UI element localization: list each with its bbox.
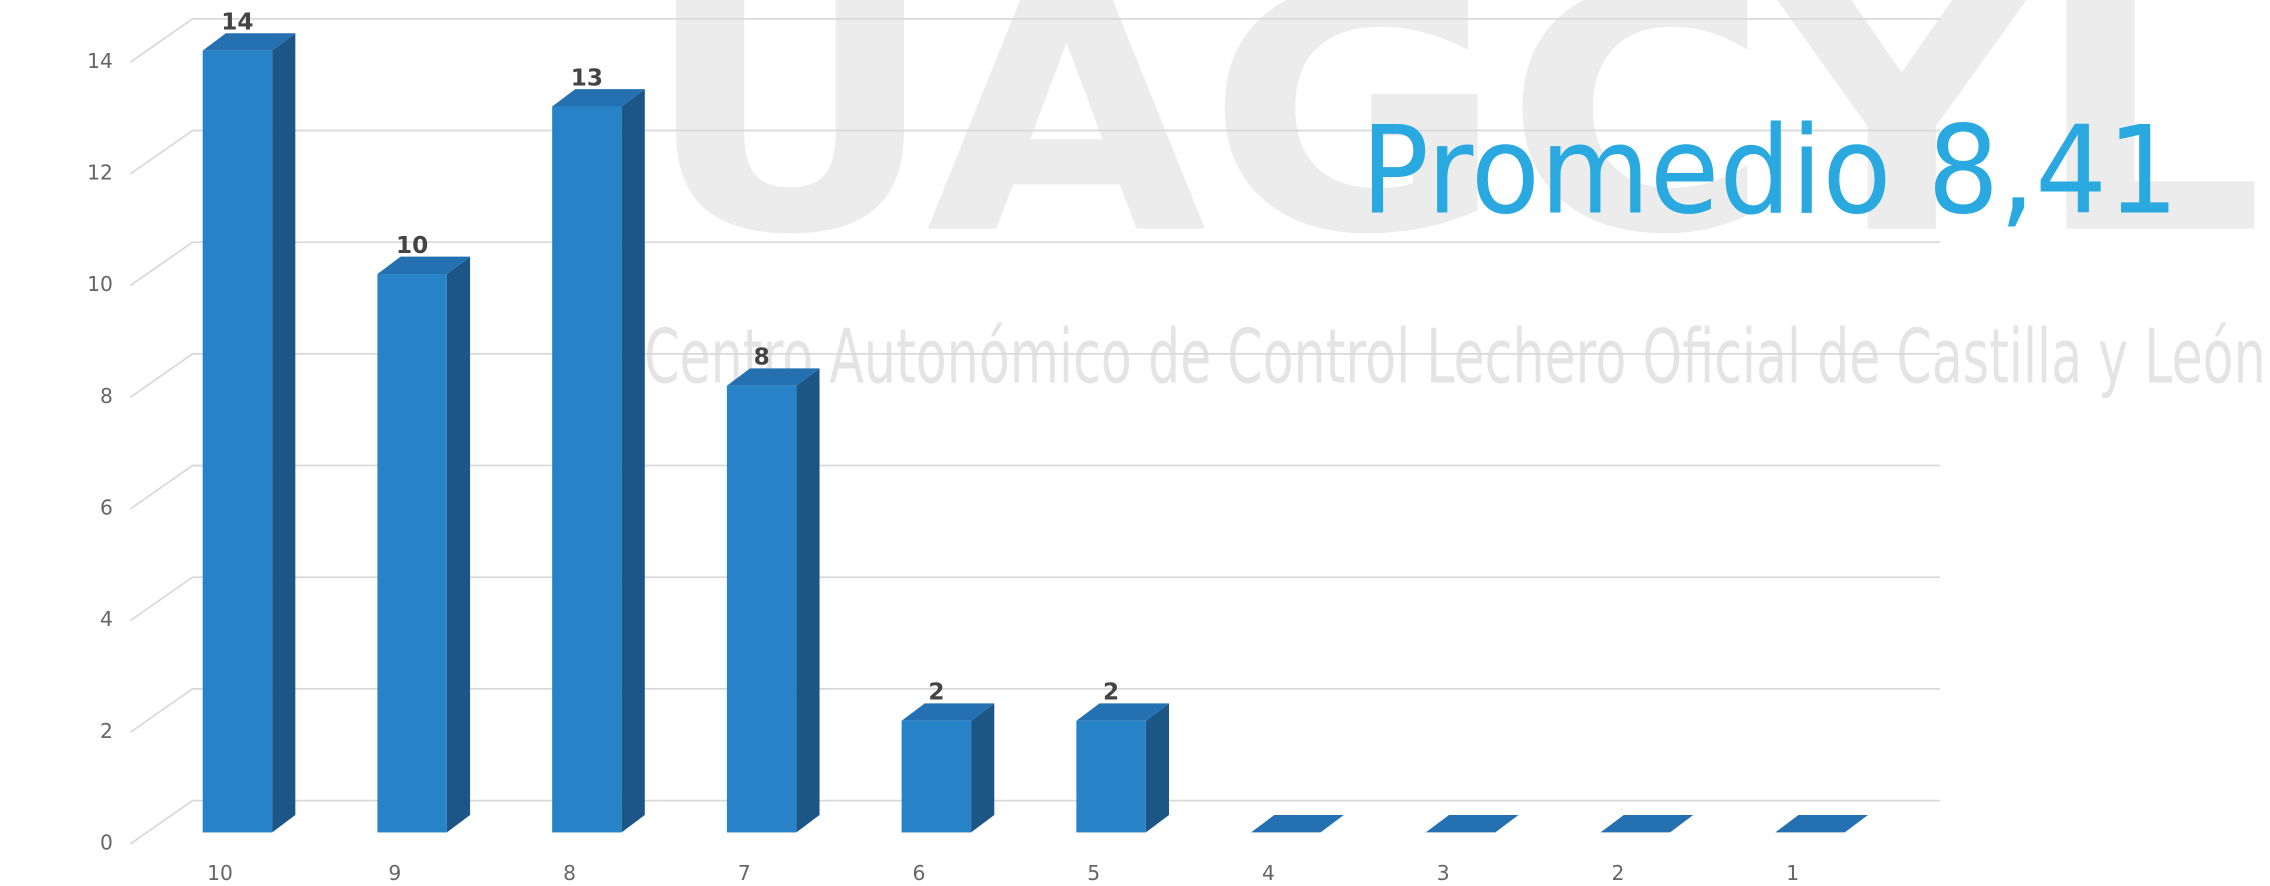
grid-line [129,688,1940,734]
bar-top [1600,815,1694,833]
bar-top [377,256,471,275]
bar-side [272,33,296,833]
value-label: 2 [928,680,944,706]
bar [552,106,622,833]
bar-top [901,703,995,721]
grid-line [129,17,1940,63]
watermark-title: UAGCYL [643,0,2264,308]
value-label: 10 [396,233,428,259]
x-tick-label: 3 [1437,861,1450,885]
watermark-subtitle: Centro Autonómico de Control Lechero Ofi… [644,312,2265,400]
x-tick-label: 1 [1786,861,1799,885]
value-label: 8 [754,345,770,371]
grid-line [129,576,1940,622]
y-tick-label: 0 [100,831,113,855]
bar-top [726,368,820,386]
grid-line [129,799,1940,845]
x-tick-label: 6 [913,861,926,885]
x-tick-label: 2 [1612,861,1625,885]
y-tick-label: 4 [100,607,113,631]
y-tick-label: 10 [87,272,113,296]
bar-side [621,89,645,833]
bar-top [1425,815,1519,833]
x-tick-label: 7 [738,861,751,885]
grid-line [129,129,1940,175]
bar-top [202,33,296,51]
grid-line [129,464,1940,510]
y-tick-label: 14 [87,49,113,73]
value-label: 13 [571,66,603,92]
bar-side [1145,703,1170,833]
bar [901,720,972,833]
bar-top [1251,815,1344,833]
value-label: 2 [1103,680,1119,706]
bar-top [552,89,645,107]
bar-top [1076,703,1170,721]
y-tick-label: 8 [100,384,113,408]
y-tick-label: 12 [87,160,113,184]
x-tick-label: 5 [1087,861,1100,885]
y-tick-label: 6 [100,495,113,519]
bar-side [971,703,995,833]
bar [726,385,797,833]
bar [377,274,447,833]
x-tick-label: 9 [388,861,401,885]
y-tick-label: 2 [100,719,113,743]
bar-top [1775,815,1868,833]
plot: 0 2 4 6 8 10 12 14 10 14 9 10 8 13 7 8 6 2 5 2 4 3 2 1 [87,10,1940,885]
grid-line [129,352,1940,399]
annotation: Promedio 8,41 [1361,100,2179,242]
bar [1076,720,1146,833]
value-label: 14 [221,10,253,36]
x-tick-label: 4 [1262,861,1275,885]
bar-side [446,256,471,833]
bar-side [796,368,820,833]
bar [202,50,273,833]
x-tick-label: 10 [207,861,233,885]
grid-line [129,241,1940,287]
x-tick-label: 8 [563,861,576,885]
